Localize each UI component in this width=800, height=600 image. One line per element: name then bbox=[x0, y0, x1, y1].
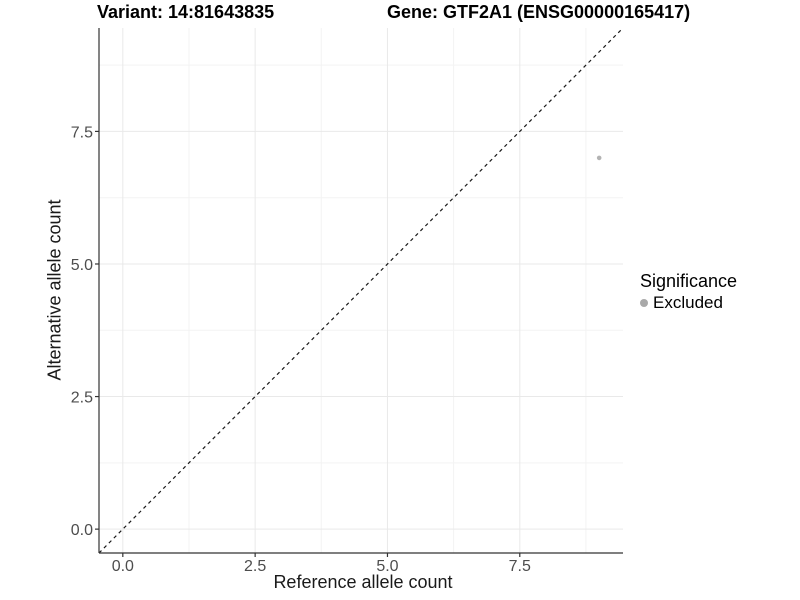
y-tick-label: 7.5 bbox=[71, 124, 93, 141]
x-tick-label: 2.5 bbox=[244, 558, 266, 575]
x-tick-label: 5.0 bbox=[376, 558, 398, 575]
legend-item-label: Excluded bbox=[653, 293, 723, 312]
gene-title: Gene: GTF2A1 (ENSG00000165417) bbox=[387, 2, 691, 22]
data-point bbox=[596, 155, 602, 161]
y-tick-label: 5.0 bbox=[71, 257, 93, 274]
x-tick-label: 7.5 bbox=[509, 558, 531, 575]
x-tick-label: 0.0 bbox=[112, 558, 134, 575]
legend-title: Significance bbox=[640, 271, 738, 291]
variant-title: Variant: 14:81643835 bbox=[97, 2, 275, 22]
legend-item-excluded: Excluded bbox=[640, 293, 737, 313]
x-axis-title: Reference allele count bbox=[273, 572, 453, 592]
y-tick-label: 2.5 bbox=[71, 390, 93, 407]
y-tick-label: 0.0 bbox=[71, 522, 93, 539]
legend-key-dot-icon bbox=[640, 299, 648, 307]
legend: Significance Excluded bbox=[640, 271, 737, 313]
y-axis-title: Alternative allele count bbox=[44, 199, 65, 381]
identity-line bbox=[98, 27, 624, 554]
